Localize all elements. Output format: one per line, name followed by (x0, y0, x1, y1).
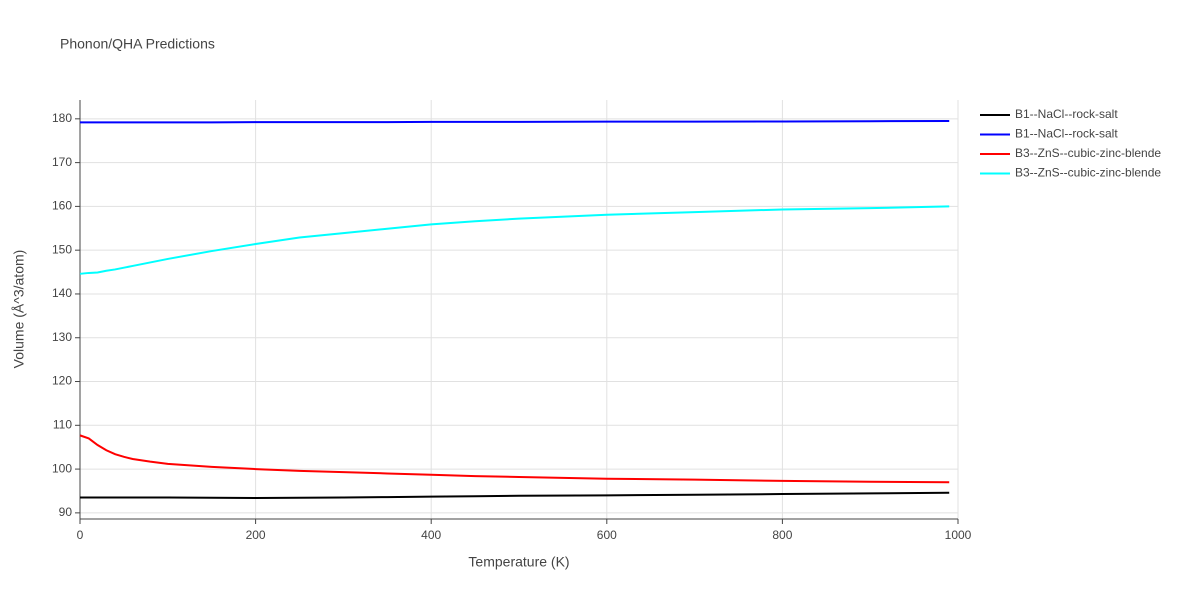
y-tick-label: 160 (52, 199, 72, 213)
x-tick-label: 1000 (945, 528, 972, 542)
series-line (80, 491, 950, 499)
x-tick-label: 200 (246, 528, 266, 542)
x-axis-label: Temperature (K) (468, 554, 569, 570)
legend-label[interactable]: B1--NaCl--rock-salt (1015, 107, 1118, 121)
series-line (80, 120, 950, 124)
x-tick-label: 600 (597, 528, 617, 542)
x-tick-label: 0 (77, 528, 84, 542)
y-tick-label: 90 (59, 505, 73, 519)
series-line (79, 205, 950, 275)
legend-label[interactable]: B3--ZnS--cubic-zinc-blende (1015, 146, 1161, 160)
legend-label[interactable]: B1--NaCl--rock-salt (1015, 127, 1118, 141)
x-tick-label: 400 (421, 528, 441, 542)
y-tick-label: 150 (52, 242, 72, 256)
legend-label[interactable]: B3--ZnS--cubic-zinc-blende (1015, 166, 1161, 180)
y-tick-label: 170 (52, 155, 72, 169)
y-tick-label: 100 (52, 461, 72, 475)
y-tick-label: 140 (52, 286, 72, 300)
y-axis-label: Volume (Å^3/atom) (11, 250, 27, 369)
series-line (79, 434, 950, 484)
x-tick-label: 800 (772, 528, 792, 542)
y-tick-label: 180 (52, 111, 72, 125)
y-tick-label: 120 (52, 374, 72, 388)
y-tick-label: 130 (52, 330, 72, 344)
chart-title: Phonon/QHA Predictions (60, 36, 215, 52)
y-tick-label: 110 (53, 417, 72, 431)
